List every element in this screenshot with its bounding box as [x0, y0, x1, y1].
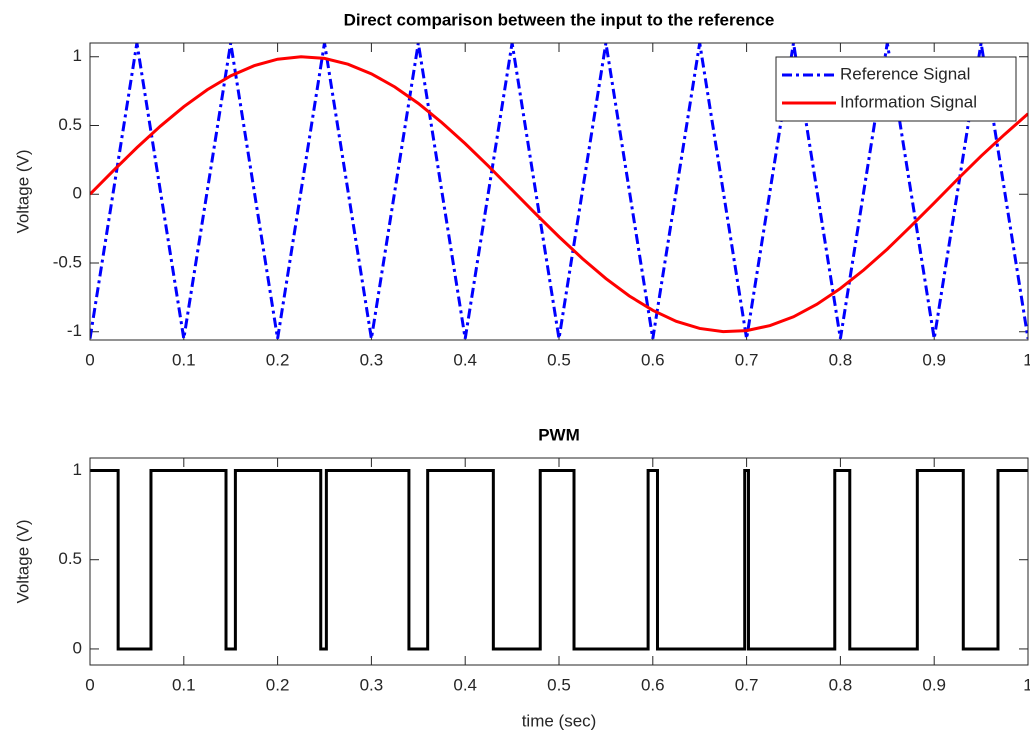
x-tick-label: 0.2 [266, 350, 290, 369]
x-tick-label: 0 [85, 675, 94, 694]
x-tick-label: 0.1 [172, 350, 196, 369]
x-tick-label: 0.6 [641, 350, 665, 369]
x-tick-label: 1 [1023, 675, 1030, 694]
x-tick-label: 0.1 [172, 675, 196, 694]
chart-title: PWM [538, 425, 580, 444]
x-tick-label: 0.4 [453, 350, 477, 369]
y-tick-label: 0 [73, 638, 82, 657]
legend-label: Reference Signal [840, 64, 970, 83]
x-tick-label: 0.7 [735, 350, 759, 369]
x-tick-label: 0 [85, 350, 94, 369]
y-tick-label: 0 [73, 184, 82, 203]
x-tick-label: 0.9 [922, 350, 946, 369]
x-tick-label: 0.6 [641, 675, 665, 694]
x-tick-label: 1 [1023, 350, 1030, 369]
y-tick-label: 1 [73, 46, 82, 65]
y-tick-label: -1 [67, 321, 82, 340]
y-tick-label: 0.5 [58, 549, 82, 568]
y-tick-label: 1 [73, 460, 82, 479]
y-tick-label: 0.5 [58, 115, 82, 134]
legend-label: Information Signal [840, 92, 977, 111]
x-tick-label: 0.5 [547, 675, 571, 694]
x-tick-label: 0.8 [829, 350, 853, 369]
y-axis-label: Voltage (V) [13, 149, 32, 233]
plot-area [90, 458, 1028, 665]
y-axis-label: Voltage (V) [13, 519, 32, 603]
x-axis-label: time (sec) [522, 711, 597, 730]
axes-box [89, 42, 1029, 341]
data-line [90, 55, 1028, 334]
x-tick-label: 0.5 [547, 350, 571, 369]
y-tick-label: -0.5 [53, 252, 82, 271]
data-line [90, 468, 1028, 651]
axes-box [89, 457, 1029, 666]
x-tick-label: 0.2 [266, 675, 290, 694]
x-tick-label: 0.4 [453, 675, 477, 694]
x-tick-label: 0.9 [922, 675, 946, 694]
x-tick-label: 0.7 [735, 675, 759, 694]
x-tick-label: 0.3 [360, 675, 384, 694]
x-tick-label: 0.3 [360, 350, 384, 369]
x-tick-label: 0.8 [829, 675, 853, 694]
legend-box [775, 56, 1017, 122]
chart-title: Direct comparison between the input to t… [344, 10, 775, 29]
